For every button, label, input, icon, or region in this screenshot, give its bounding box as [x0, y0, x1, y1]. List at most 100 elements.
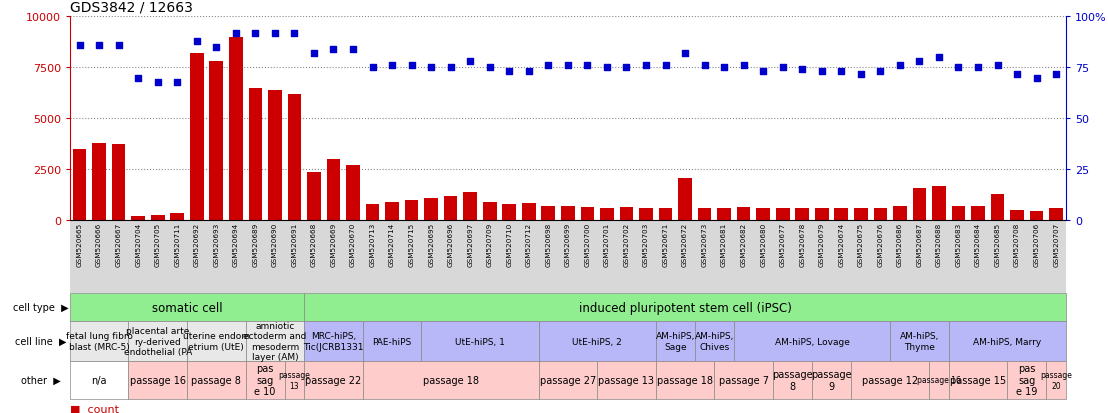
Bar — [972, 206, 985, 221]
Text: passage 18: passage 18 — [657, 375, 714, 385]
Point — [832, 69, 850, 76]
Text: amniotic
ectoderm and
mesoderm
layer (AM): amniotic ectoderm and mesoderm layer (AM… — [243, 321, 307, 361]
Text: passage
9: passage 9 — [811, 369, 852, 391]
Point — [1047, 71, 1065, 78]
Point — [402, 63, 420, 69]
Point — [988, 63, 1006, 69]
Bar — [327, 160, 340, 221]
Text: passage 12: passage 12 — [862, 375, 919, 385]
Bar — [307, 172, 321, 221]
Bar — [386, 203, 399, 221]
Text: placental arte
ry-derived
endothelial (PA: placental arte ry-derived endothelial (P… — [124, 327, 192, 356]
Point — [950, 65, 967, 71]
Text: passage
8: passage 8 — [772, 369, 813, 391]
Bar — [502, 205, 516, 221]
Text: passage 18: passage 18 — [422, 375, 479, 385]
Text: uterine endom
etrium (UtE): uterine endom etrium (UtE) — [183, 332, 249, 351]
Point — [266, 30, 284, 37]
Text: passage 13: passage 13 — [598, 375, 655, 385]
Point — [930, 55, 947, 62]
Point — [872, 69, 890, 76]
Bar — [717, 209, 731, 221]
Point — [1028, 75, 1046, 82]
Bar — [404, 201, 419, 221]
Text: n/a: n/a — [91, 375, 106, 385]
Bar — [171, 214, 184, 221]
Bar — [932, 186, 946, 221]
Text: AM-hiPS,
Sage: AM-hiPS, Sage — [656, 332, 695, 351]
Point — [970, 65, 987, 71]
Bar — [189, 54, 204, 221]
Text: ■  count: ■ count — [70, 404, 119, 413]
Text: fetal lung fibro
blast (MRC-5): fetal lung fibro blast (MRC-5) — [65, 332, 133, 351]
Point — [560, 63, 577, 69]
Point — [540, 63, 557, 69]
Bar — [952, 206, 965, 221]
Text: UtE-hiPS, 2: UtE-hiPS, 2 — [572, 337, 622, 346]
Point — [676, 51, 694, 57]
Text: passage 15: passage 15 — [950, 375, 1006, 385]
Bar — [639, 209, 653, 221]
Point — [716, 65, 733, 71]
Bar — [132, 217, 145, 221]
Point — [345, 47, 362, 53]
Bar — [542, 206, 555, 221]
Bar — [796, 209, 809, 221]
Bar — [601, 209, 614, 221]
Bar — [698, 209, 711, 221]
Bar — [424, 199, 438, 221]
Point — [637, 63, 655, 69]
Point — [501, 69, 519, 76]
Point — [71, 43, 89, 49]
Bar — [483, 203, 496, 221]
Text: MRC-hiPS,
Tic(JCRB1331: MRC-hiPS, Tic(JCRB1331 — [304, 332, 363, 351]
Bar — [346, 166, 360, 221]
Bar — [561, 206, 575, 221]
Point — [657, 63, 675, 69]
Text: passage 16: passage 16 — [130, 375, 186, 385]
Text: passage 22: passage 22 — [306, 375, 361, 385]
Text: AM-hiPS,
Chives: AM-hiPS, Chives — [695, 332, 733, 351]
Bar — [522, 204, 535, 221]
Text: passage
13: passage 13 — [278, 370, 310, 389]
Bar — [834, 209, 848, 221]
Point — [852, 71, 870, 78]
Bar — [1029, 212, 1044, 221]
Point — [90, 43, 107, 49]
Point — [793, 67, 811, 74]
Point — [755, 69, 772, 76]
Point — [246, 30, 264, 37]
Point — [617, 65, 635, 71]
Point — [696, 63, 714, 69]
Bar — [658, 209, 673, 221]
Point — [891, 63, 909, 69]
Bar — [1049, 209, 1063, 221]
Bar — [776, 209, 790, 221]
Point — [188, 38, 206, 45]
Point — [422, 65, 440, 71]
Bar — [268, 90, 281, 221]
Bar — [229, 38, 243, 221]
Bar — [112, 145, 125, 221]
Point — [130, 75, 147, 82]
Point — [813, 69, 831, 76]
Text: passage 16: passage 16 — [917, 375, 961, 385]
Point — [461, 59, 479, 65]
Point — [227, 30, 245, 37]
Point — [773, 65, 791, 71]
Bar — [288, 95, 301, 221]
Text: pas
sag
e 10: pas sag e 10 — [255, 363, 276, 396]
Point — [148, 79, 166, 86]
Text: cell line  ▶: cell line ▶ — [14, 336, 66, 347]
Point — [578, 63, 596, 69]
Bar — [209, 62, 223, 221]
Bar — [73, 150, 86, 221]
Point — [110, 43, 127, 49]
Bar — [248, 89, 263, 221]
Bar — [463, 192, 478, 221]
Text: somatic cell: somatic cell — [152, 301, 223, 314]
Point — [168, 79, 186, 86]
Text: passage 8: passage 8 — [192, 375, 242, 385]
Text: passage 27: passage 27 — [540, 375, 596, 385]
Bar — [854, 209, 868, 221]
